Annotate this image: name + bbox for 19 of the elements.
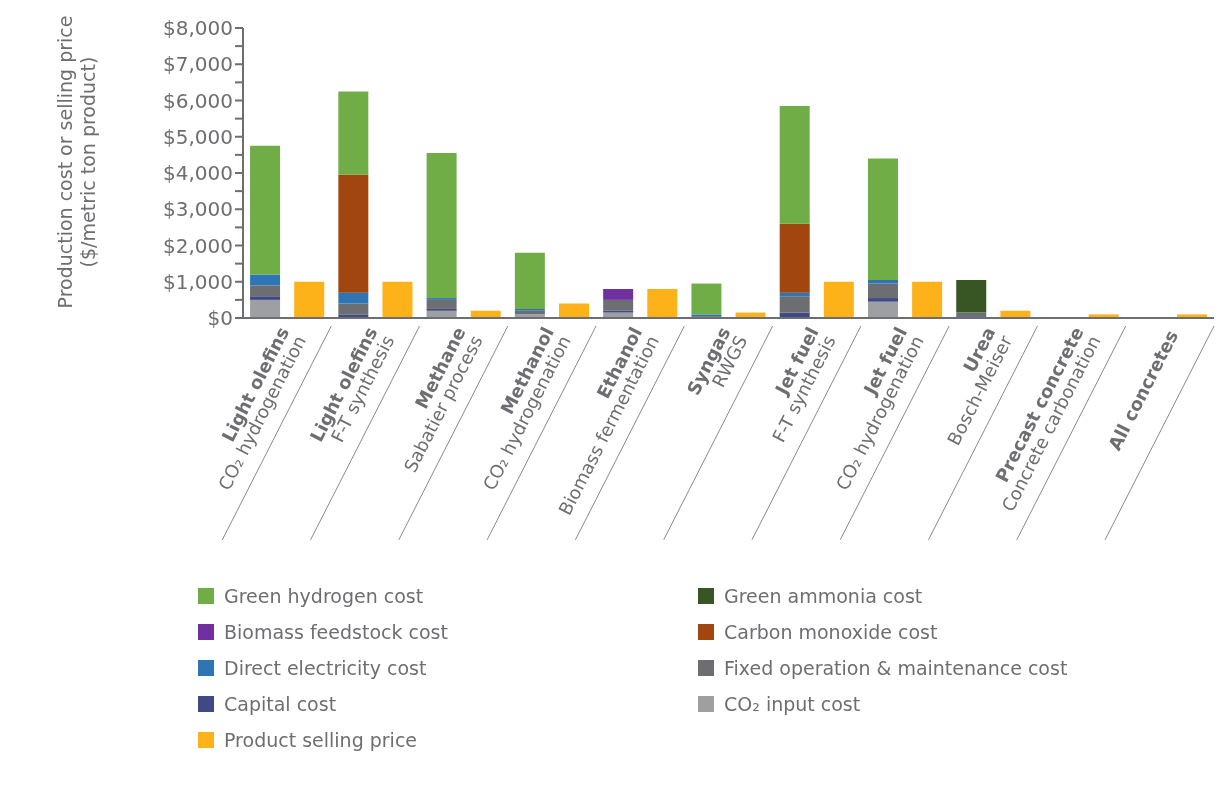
legend-label: Product selling price [224, 729, 418, 751]
legend-label: Biomass feedstock cost [224, 621, 448, 643]
y-tick-label: $8,000 [163, 16, 233, 41]
y-tick-label: $5,000 [163, 124, 233, 149]
legend-label: Green hydrogen cost [224, 585, 424, 607]
y-tick-label: $6,000 [163, 88, 233, 113]
legend-label: Capital cost [224, 693, 337, 715]
y-axis-title: Production cost or selling price ($/metric ton product) [54, 14, 100, 311]
y-tick-label: $3,000 [163, 197, 233, 222]
y-tick-label: $1,000 [163, 269, 233, 294]
legend-label: CO₂ input cost [724, 693, 861, 715]
legend-label: Fixed operation & maintenance cost [724, 657, 1068, 679]
y-tick-label: $7,000 [163, 52, 233, 77]
legend-label: Carbon monoxide cost [724, 621, 938, 643]
y-tick-label: $2,000 [163, 233, 233, 258]
legend-label: Green ammonia cost [724, 585, 923, 607]
legend-label: Direct electricity cost [224, 657, 427, 679]
y-tick-label: $4,000 [163, 161, 233, 186]
y-tick-label: $0 [207, 306, 233, 331]
